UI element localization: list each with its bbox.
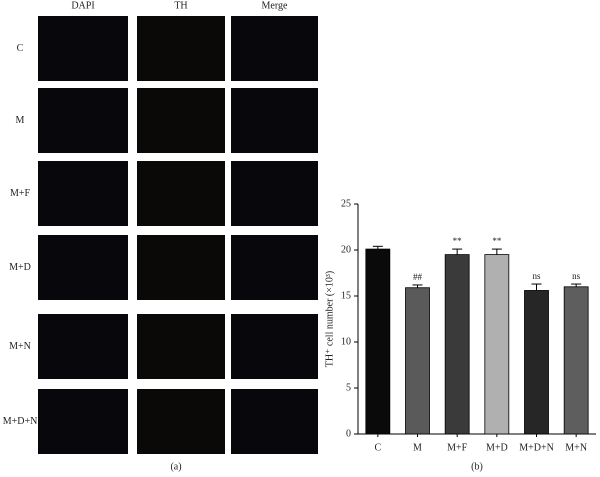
micrograph xyxy=(137,389,225,454)
y-tick-label: 5 xyxy=(346,382,351,393)
significance-label: ns xyxy=(532,271,541,281)
micrograph xyxy=(38,88,128,153)
micrograph xyxy=(38,314,128,379)
micrograph xyxy=(137,88,225,153)
bar xyxy=(563,286,589,435)
row-label: M+D+N xyxy=(3,416,38,427)
significance-label: ** xyxy=(492,236,502,246)
x-tick-label: M+N xyxy=(565,442,587,453)
micrograph xyxy=(38,389,128,454)
y-tick-label: 20 xyxy=(341,244,351,255)
x-tick-label: C xyxy=(374,442,381,453)
x-tick-label: M+F xyxy=(447,442,468,453)
micrograph xyxy=(137,16,225,81)
row-label: M+N xyxy=(9,341,31,352)
significance-label: ## xyxy=(413,272,423,282)
panel-label: (b) xyxy=(471,461,483,472)
micrograph xyxy=(38,235,128,300)
column-label: DAPI xyxy=(71,0,94,11)
micrograph xyxy=(38,16,128,81)
column-label: Merge xyxy=(262,0,288,11)
y-axis-label: TH⁺ cell number (×10³) xyxy=(324,271,335,367)
micrograph xyxy=(231,389,318,454)
row-label: M+D xyxy=(9,262,31,273)
row-label: C xyxy=(17,43,24,54)
micrograph xyxy=(38,161,128,226)
significance-label: ** xyxy=(453,236,463,246)
significance-label: ns xyxy=(572,271,581,281)
micrograph xyxy=(231,161,318,226)
micrograph xyxy=(137,314,225,379)
bar xyxy=(484,254,510,435)
micrograph xyxy=(231,88,318,153)
bar xyxy=(524,290,549,435)
row-label: M xyxy=(16,115,25,126)
x-tick-label: M+D xyxy=(486,442,508,453)
panel-label: (a) xyxy=(170,461,181,472)
column-label: TH xyxy=(174,0,187,11)
y-tick-label: 0 xyxy=(346,428,351,439)
row-label: M+F xyxy=(10,188,31,199)
bar xyxy=(405,287,430,435)
y-tick-label: 15 xyxy=(341,290,351,301)
bar xyxy=(365,248,391,435)
micrograph xyxy=(137,161,225,226)
x-tick-label: M xyxy=(413,442,422,453)
x-tick-label: M+D+N xyxy=(519,442,554,453)
y-tick-label: 25 xyxy=(341,198,351,209)
micrograph xyxy=(231,235,318,300)
micrograph xyxy=(137,235,225,300)
micrograph xyxy=(231,16,318,81)
bar xyxy=(444,254,470,435)
y-tick-label: 10 xyxy=(341,336,351,347)
micrograph xyxy=(231,314,318,379)
